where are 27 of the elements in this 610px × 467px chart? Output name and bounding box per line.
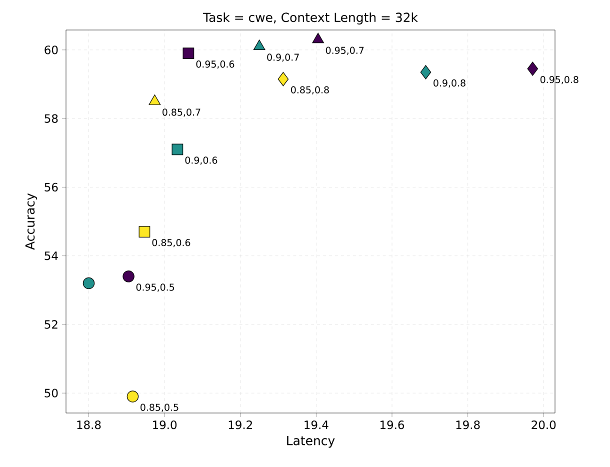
annotation: 0.85,0.5: [140, 404, 178, 412]
annotation: 0.85,0.7: [162, 108, 200, 117]
x-tick-label: 18.8: [77, 420, 101, 430]
x-tick-label: 19.6: [380, 420, 404, 430]
chart-title: Task = cwe, Context Length = 32k: [202, 12, 418, 24]
x-tick-label: 19.0: [153, 420, 177, 430]
x-tick-label: 19.2: [228, 420, 252, 430]
y-axis-title: Accuracy: [25, 193, 38, 250]
annotation: 0.85,0.6: [152, 238, 190, 248]
annotation: 0.85,0.8: [291, 86, 329, 94]
y-tick-label: 58: [44, 114, 58, 123]
annotation: 0.9,0.8: [434, 79, 466, 88]
annotation: 0.95,0.6: [196, 60, 234, 69]
x-tick-label: 19.4: [304, 420, 328, 430]
x-tick-label: 19.8: [456, 420, 480, 430]
annotation: 0.95,0.5: [136, 284, 174, 292]
y-tick-label: 54: [44, 252, 58, 260]
annotation: 0.9,0.7: [267, 54, 299, 62]
y-tick-label: 50: [44, 388, 58, 398]
x-axis-title: Latency: [287, 436, 335, 448]
y-tick-label: 60: [44, 46, 58, 54]
x-tick-label: 20.0: [532, 420, 556, 430]
y-tick-label: 56: [44, 182, 58, 192]
annotation: 0.9,0.6: [185, 156, 218, 165]
annotation: 0.95,0.7: [326, 46, 364, 55]
y-tick-label: 52: [44, 320, 58, 329]
annotation: 0.95,0.8: [540, 76, 578, 84]
